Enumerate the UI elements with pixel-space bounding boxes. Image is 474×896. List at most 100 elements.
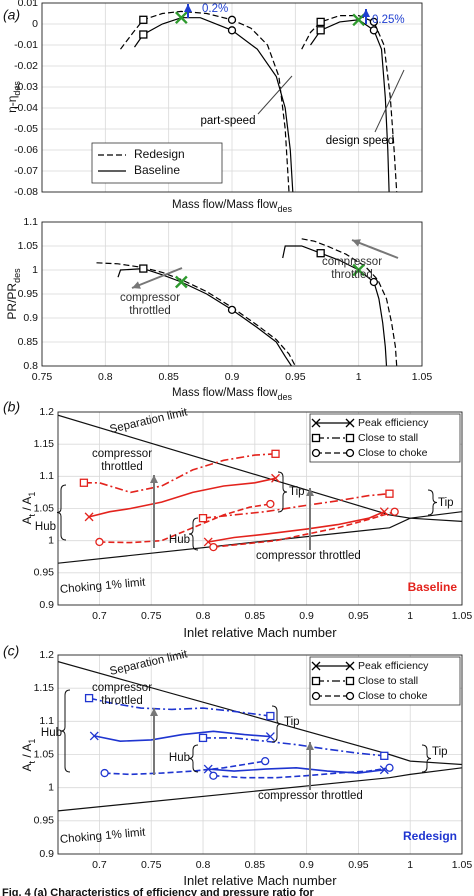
marker-square (198, 733, 208, 743)
marker-x (345, 661, 355, 671)
y-tick-label: 0.9 (39, 848, 54, 860)
y-tick-label: 1 (48, 534, 54, 546)
label-text: Mass flow/Mass flow (172, 199, 278, 211)
y-tick-label: 0.85 (18, 336, 39, 348)
marker-x (271, 473, 280, 483)
label-text: Inlet relative Mach number (183, 625, 337, 640)
arrow-head (132, 281, 141, 289)
y-tick-label: -0.04 (14, 102, 38, 114)
y-tick-label: 0.9 (39, 599, 54, 611)
marker-circle (369, 26, 379, 35)
label-subscript: t (27, 513, 37, 516)
legend-label: Close to stall (358, 675, 418, 687)
marker-square (266, 711, 275, 721)
arrow (351, 239, 399, 259)
annotation: Tip (284, 716, 300, 728)
annotation: compressor throttled (256, 550, 361, 562)
y-tick-label: 1.15 (34, 682, 55, 694)
arrow-head (306, 742, 314, 750)
arrow-head (150, 708, 158, 716)
x-tick-label: 0.75 (32, 371, 53, 383)
annotation: Tip (438, 497, 454, 509)
label-text: A (20, 516, 34, 524)
marker-x (84, 512, 94, 522)
marker-x (311, 418, 321, 428)
marker-circle (385, 763, 394, 772)
marker-square (139, 15, 148, 24)
legend-label: Close to stall (358, 432, 418, 444)
series-line (88, 477, 276, 518)
label-subscript: des (277, 392, 292, 402)
x-tick-label: 0.95 (348, 859, 369, 871)
bracket (271, 705, 282, 743)
x-axis-label: Mass flow/Mass flowdes (172, 199, 292, 214)
bracket (188, 517, 199, 551)
x-tick-label: 0.9 (299, 610, 314, 622)
marker-x (265, 732, 275, 742)
annotation: compressor throttled (120, 292, 180, 317)
annotation: compressor throttled (92, 448, 152, 473)
limit-line (58, 661, 462, 766)
bracket (188, 744, 199, 773)
marker-square (380, 751, 389, 760)
marker-x (345, 418, 355, 428)
y-tick-label: -0.03 (14, 81, 38, 93)
annotation: Tip (289, 486, 305, 498)
marker-square (84, 693, 94, 703)
series-line (88, 697, 271, 717)
y-tick-label: 0.95 (18, 288, 39, 300)
x-tick-label: 1.05 (452, 610, 473, 622)
arrow (131, 267, 183, 289)
marker-square (316, 26, 325, 35)
panel-label: (c) (3, 643, 19, 659)
x-axis-label: Inlet relative Mach number (183, 625, 337, 640)
marker-circle (311, 448, 321, 458)
x-tick-label: 1 (407, 859, 413, 871)
limit-line (58, 767, 462, 812)
plot-content (58, 414, 462, 564)
annotation: design speed (326, 135, 394, 147)
legend-label: Redesign (134, 147, 185, 161)
x-axis-label: Inlet relative Mach number (183, 873, 337, 888)
marker-circle (369, 277, 379, 287)
plot-content (58, 661, 462, 812)
x-tick-label: 0.8 (196, 610, 211, 622)
x-tick-label: 1 (407, 610, 413, 622)
annotation: compressor throttled (258, 790, 363, 802)
series-line (208, 766, 385, 774)
marker-square (79, 478, 89, 487)
y-axis-label: At / A1 (20, 739, 37, 772)
marker-x (379, 507, 389, 517)
y-tick-label: -0.06 (14, 144, 38, 156)
label-text: A (20, 763, 34, 771)
x-tick-label: 0.85 (158, 371, 179, 383)
annotation-line: throttled (331, 269, 373, 281)
y-tick-label: 1.1 (39, 715, 54, 727)
series-line (96, 262, 296, 366)
arrow-head (352, 239, 361, 247)
panel-label: (b) (3, 399, 20, 415)
marker-x (174, 11, 188, 25)
label-subscript: des (12, 268, 22, 283)
x-tick-label: 0.9 (299, 859, 314, 871)
marker-square (271, 449, 280, 458)
marker-circle (345, 691, 355, 701)
bracket (277, 471, 288, 513)
marker-x (203, 764, 213, 774)
x-tick-label: 0.7 (92, 859, 107, 871)
x-tick-label: 1.05 (412, 371, 433, 383)
y-axis-label: PR/PRdes (5, 268, 22, 320)
panel-tag: Baseline (408, 580, 458, 594)
legend-box (91, 142, 223, 184)
marker-x (352, 263, 366, 277)
annotation-line: compressor (92, 448, 152, 460)
series-line (202, 492, 390, 519)
x-tick-label: 0.7 (92, 610, 107, 622)
annotation-line: compressor (92, 682, 152, 694)
bracket (56, 484, 67, 541)
arrow-head (362, 9, 370, 17)
y-tick-label: 0.9 (23, 312, 38, 324)
annotation: Hub (169, 752, 190, 764)
marker-x (352, 13, 366, 27)
marker-circle (266, 499, 275, 509)
